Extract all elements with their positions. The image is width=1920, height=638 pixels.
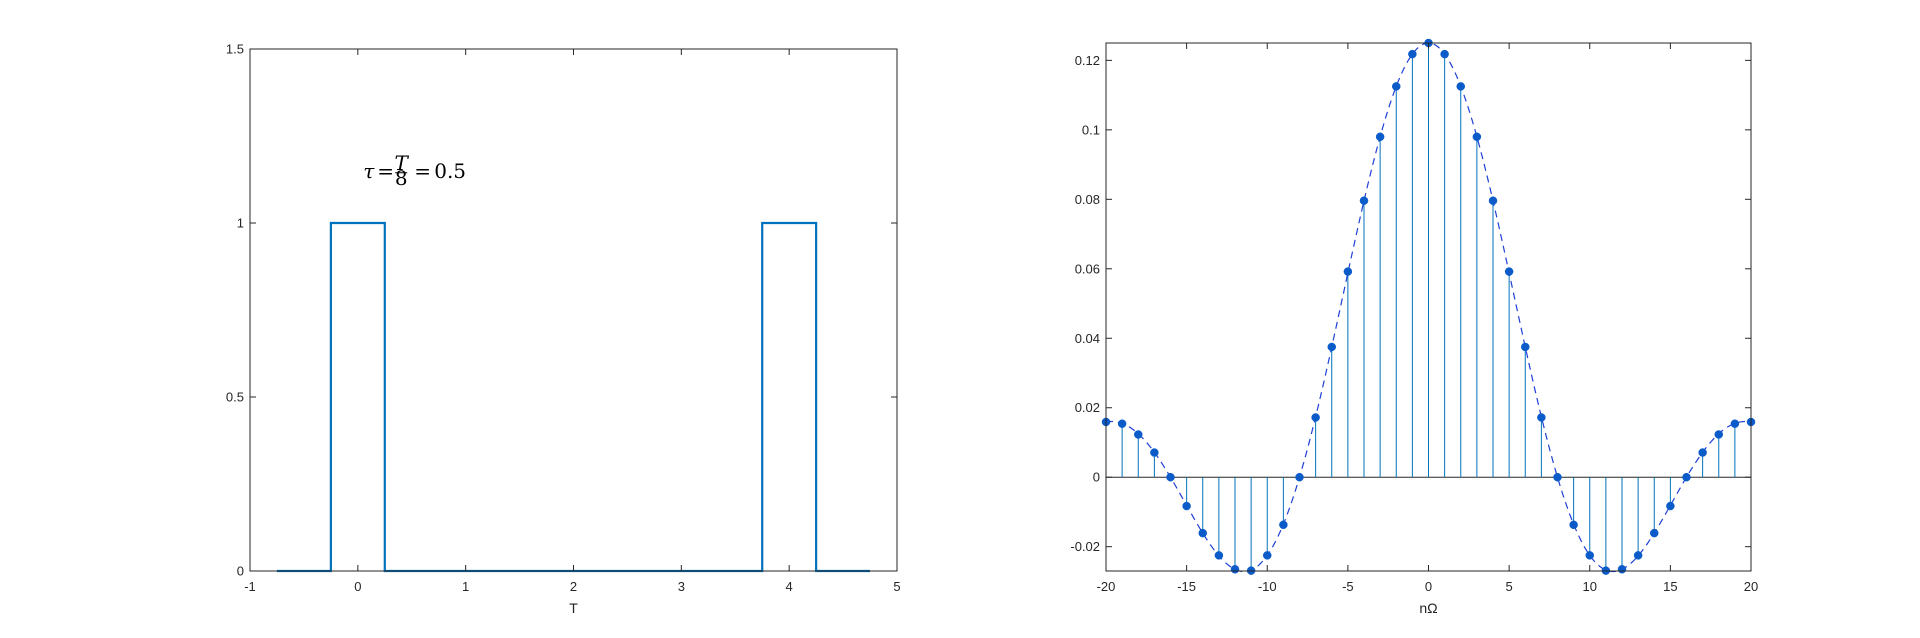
y-tick-label: 0.08 — [1075, 192, 1100, 207]
x-tick-label: -20 — [1097, 579, 1116, 594]
y-tick-label: 0 — [1093, 470, 1100, 485]
stem-marker — [1617, 565, 1627, 574]
tau-annotation: τ = T8 = 0.5 — [363, 151, 466, 190]
stem-marker — [1392, 82, 1401, 91]
x-tick-label: 20 — [1744, 579, 1758, 594]
x-tick-label: 10 — [1583, 579, 1597, 594]
x-tick-label: -1 — [244, 579, 256, 594]
y-tick-label: 0.04 — [1075, 331, 1100, 346]
x-tick-label: 3 — [678, 579, 685, 594]
annotation-equals: = — [414, 159, 431, 183]
y-tick-label: 1.5 — [226, 42, 244, 57]
x-tick-label: 4 — [786, 579, 793, 594]
stem-marker — [1521, 342, 1530, 352]
stem-marker — [1198, 528, 1207, 538]
stem-marker — [1472, 132, 1482, 142]
stem-marker — [1327, 342, 1336, 352]
stem-marker — [1279, 520, 1288, 530]
stem-marker — [1682, 472, 1691, 482]
x-axis-label: nΩ — [1419, 600, 1437, 616]
annotation-value: 0.5 — [434, 159, 466, 183]
y-tick-label: 1 — [237, 216, 244, 231]
stem-marker — [1311, 413, 1320, 422]
y-tick-label: 0.1 — [1082, 122, 1100, 137]
y-tick-label: 0.5 — [226, 390, 244, 405]
stem-marker — [1440, 49, 1449, 59]
annotation-frac-den: 8 — [395, 166, 408, 190]
stem-marker — [1343, 267, 1353, 276]
stem-marker — [1650, 528, 1659, 538]
stem-marker — [1569, 520, 1578, 530]
x-tick-label: -15 — [1177, 579, 1196, 594]
x-tick-label: 5 — [893, 579, 900, 594]
y-tick-label: 0.12 — [1075, 53, 1100, 68]
x-axis-label: T — [569, 600, 578, 616]
stem-marker — [1666, 501, 1675, 511]
stem-marker — [1375, 132, 1385, 142]
x-tick-label: -10 — [1258, 579, 1277, 594]
stem-marker — [1150, 448, 1159, 457]
y-tick-label: -0.02 — [1070, 539, 1100, 554]
time-domain-plot: -1 0 1 2 3 4 500.511.5Tτ = T8 = 0.5 — [226, 42, 901, 617]
stem-marker — [1408, 49, 1417, 59]
x-tick-label: 0 — [1425, 579, 1432, 594]
stem-marker — [1117, 419, 1127, 428]
stem-marker — [1295, 472, 1304, 482]
plot-area — [250, 49, 897, 571]
x-tick-label: 15 — [1663, 579, 1677, 594]
stem-marker — [1134, 430, 1143, 439]
stem-marker — [1633, 551, 1643, 560]
x-tick-label: 0 — [354, 579, 361, 594]
stem-marker — [1166, 472, 1175, 482]
annotation-frac-num: T — [395, 151, 410, 175]
stem-marker — [1359, 196, 1369, 205]
stem-marker — [1553, 472, 1562, 482]
stem-marker — [1730, 419, 1740, 428]
x-tick-label: 2 — [570, 579, 577, 594]
stem-marker — [1456, 82, 1465, 91]
stem-marker — [1585, 551, 1594, 560]
x-tick-label: 1 — [462, 579, 469, 594]
x-tick-label: 5 — [1506, 579, 1513, 594]
stem-marker — [1537, 413, 1546, 422]
stem-marker — [1488, 196, 1498, 205]
spectrum-stem-plot: -20 -15 -10 -5 0 5 10 15 20 -0.02 0 0.02 0.04 0.06 0.0… — [1070, 38, 1758, 616]
stem-marker — [1182, 501, 1191, 511]
stem-marker — [1263, 551, 1272, 560]
y-tick-label: 0.02 — [1075, 400, 1100, 415]
annotation-equals: = — [377, 159, 394, 183]
y-tick-label: 0 — [237, 564, 244, 579]
x-tick-label: -5 — [1342, 579, 1354, 594]
stem-marker — [1214, 551, 1224, 560]
stem-marker — [1714, 430, 1723, 439]
stem-marker — [1504, 267, 1514, 276]
stem-marker — [1698, 448, 1707, 457]
annotation-tau: τ — [363, 159, 375, 183]
y-tick-label: 0.06 — [1075, 261, 1100, 276]
stem-marker — [1230, 565, 1240, 574]
